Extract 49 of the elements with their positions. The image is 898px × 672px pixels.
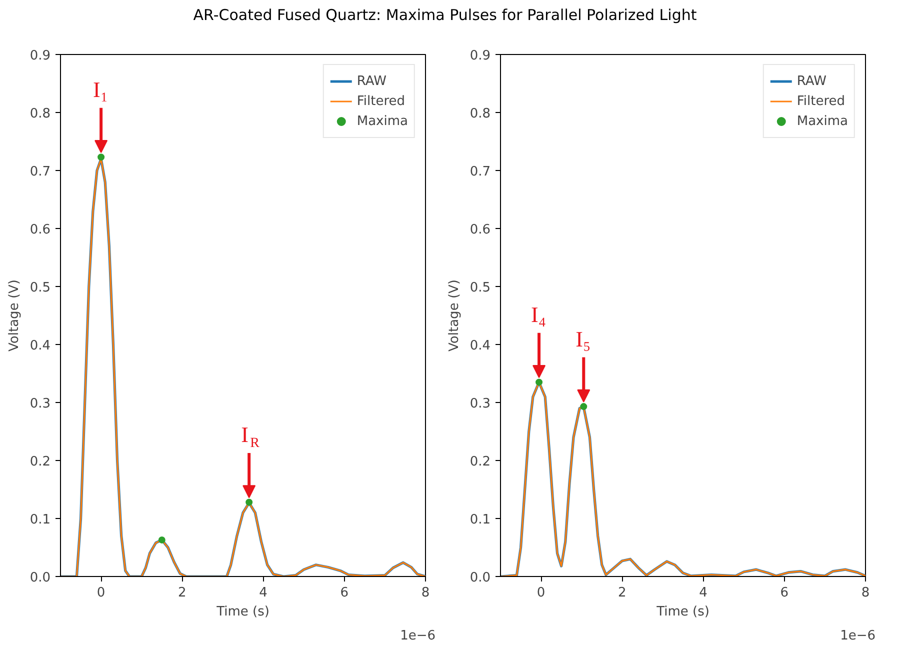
y-tick-label: 0.7	[470, 164, 491, 180]
x-tick-label: 8	[421, 586, 430, 600]
x-tick-label: 4	[699, 586, 708, 600]
y-tick-label: 0.0	[30, 570, 51, 586]
x-tick-label: 2	[178, 586, 186, 600]
y-tick-label: 0.6	[30, 222, 51, 238]
text: 1e−6	[400, 628, 436, 644]
x-tick-label: 2	[618, 586, 626, 600]
chart-title: AR-Coated Fused Quartz: Maxima Pulses for Parallel Polarized Light	[193, 5, 697, 26]
y-tick-label: 0.6	[470, 222, 491, 238]
y-tick-label: 0.0	[470, 570, 491, 586]
point	[98, 154, 105, 161]
x-axis-title: Time (s)	[216, 604, 270, 620]
point	[158, 536, 166, 544]
x-tick-label: 0	[96, 586, 106, 600]
legend-label: RAW	[796, 74, 826, 88]
y-tick-label: 0.2	[30, 454, 51, 470]
y-tick-label: 0.4	[470, 338, 491, 354]
y-tick-label: 0.3	[30, 396, 51, 412]
y-tick-label: 0.5	[30, 280, 51, 296]
y-axis-title: Voltage (V)	[446, 280, 462, 352]
y-tick-label: 0.9	[470, 48, 491, 64]
legend-label: Filtered	[796, 94, 846, 108]
x-tick-label: 8	[861, 586, 870, 600]
y-tick-label: 0.5	[470, 280, 491, 296]
y-tick-label: 0.3	[470, 396, 491, 412]
annotation: I₅	[576, 326, 591, 352]
text: 1e−6	[840, 628, 876, 644]
y-axis-title: Voltage (V)	[6, 280, 22, 352]
y-tick-label: 0.9	[30, 48, 51, 64]
x-tick-label: 6	[340, 586, 349, 600]
y-tick-label: 0.1	[30, 512, 51, 528]
y-tick-label: 0.1	[470, 512, 491, 528]
legend-label: Maxima	[796, 114, 848, 128]
y-tick-label: 0.8	[30, 106, 51, 122]
y-tick-label: 0.7	[30, 164, 51, 180]
legend-label: RAW	[356, 74, 386, 88]
annotation: I₁	[93, 77, 108, 102]
legend-label: Maxima	[356, 114, 408, 128]
y-tick-label: 0.2	[470, 454, 491, 470]
annotation: I₄	[531, 302, 546, 328]
x-tick-label: 4	[259, 586, 268, 600]
legend-label: Filtered	[356, 94, 406, 108]
y-tick-label: 0.4	[30, 338, 51, 354]
x-tick-label: 0	[536, 586, 546, 600]
x-axis-title: Time (s)	[656, 604, 710, 620]
point	[246, 498, 253, 506]
x-tick-label: 6	[780, 586, 789, 600]
y-tick-label: 0.8	[470, 106, 491, 122]
